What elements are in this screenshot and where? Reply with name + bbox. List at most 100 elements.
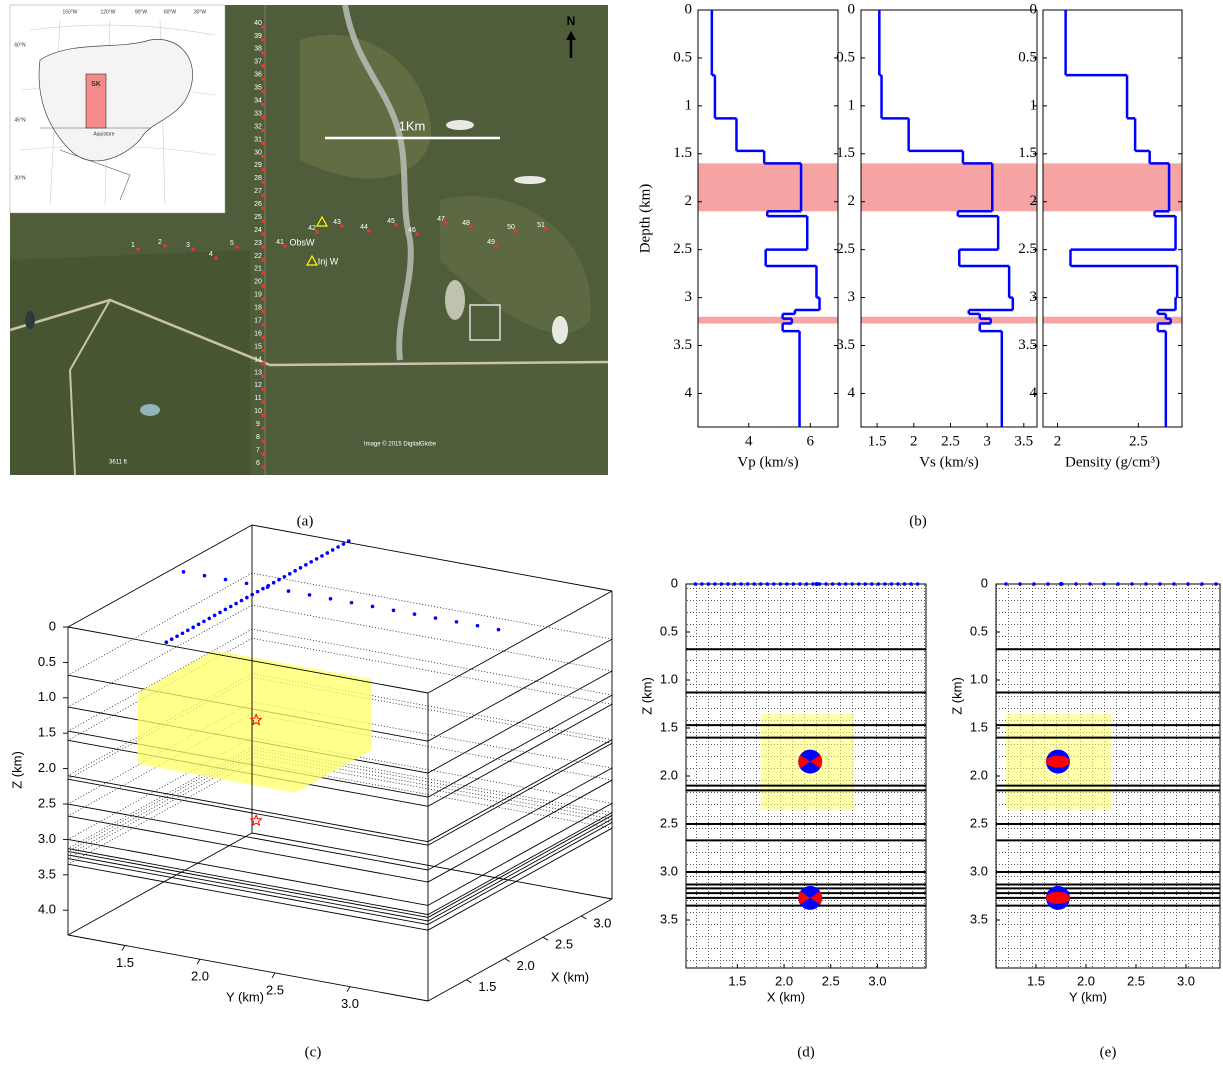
y-tick-label: 1.5 — [970, 719, 988, 734]
box-edge — [251, 832, 613, 900]
station-label: 6 — [256, 460, 260, 467]
station — [726, 582, 730, 586]
y-tick — [346, 986, 351, 992]
station-marker — [261, 374, 265, 379]
station-marker — [136, 247, 140, 251]
y-tick-label: 1.0 — [970, 671, 988, 686]
station-label: 39 — [254, 33, 262, 40]
x-tick-label: 2.0 — [1077, 973, 1095, 988]
station-marker — [444, 221, 448, 225]
y-tick-label: 2.0 — [970, 767, 988, 782]
station — [223, 577, 228, 582]
station — [843, 582, 848, 586]
station-marker — [261, 348, 265, 353]
interface-edge — [427, 694, 613, 798]
station-marker — [261, 387, 265, 392]
y-tick — [271, 972, 276, 979]
station-marker — [261, 452, 265, 456]
station-marker — [283, 244, 287, 248]
station-marker — [261, 465, 265, 469]
station — [433, 616, 438, 620]
station — [850, 582, 855, 586]
station — [325, 551, 330, 555]
interface-edge — [67, 761, 253, 865]
interface-edge — [67, 752, 253, 856]
station — [804, 582, 809, 586]
y-tick-label: 2.5 — [1018, 241, 1037, 257]
x-tick-label: 2.0 — [517, 958, 535, 973]
station-marker — [261, 413, 265, 418]
box-edge — [251, 524, 613, 592]
station-label: 2 — [158, 239, 162, 246]
x-axis-label: Density (g/cm³) — [1065, 454, 1160, 470]
z-tick-label: 0 — [49, 618, 56, 633]
y-tick-label: 3.5 — [660, 911, 678, 926]
station — [328, 596, 333, 601]
y-tick-label: 3.0 — [970, 863, 988, 878]
station — [293, 569, 297, 573]
station-label: 48 — [462, 220, 470, 227]
station-label: 38 — [254, 46, 262, 53]
inset-lon-label: 90°W — [135, 9, 148, 15]
station — [902, 582, 907, 586]
interface-edge — [427, 703, 613, 807]
y-tick-label: 0.5 — [673, 49, 692, 65]
station — [785, 582, 789, 586]
station-label: 35 — [254, 85, 262, 92]
station-label: 16 — [254, 330, 262, 337]
scale-label: 1Km — [399, 118, 426, 133]
station — [370, 604, 375, 609]
y-tick-label: 3 — [685, 289, 693, 305]
station — [896, 582, 900, 586]
interface-edge — [67, 775, 429, 843]
station — [719, 582, 724, 586]
station — [1158, 582, 1162, 586]
station — [186, 628, 190, 633]
y-tick-label: 2.5 — [970, 815, 988, 830]
station — [245, 595, 249, 600]
station — [830, 582, 835, 586]
station — [817, 582, 822, 586]
x-tick-label: 3.0 — [1177, 973, 1195, 988]
station — [271, 580, 276, 585]
station — [228, 604, 233, 609]
station — [1088, 582, 1092, 586]
x-axis-label: X (km) — [551, 969, 589, 984]
x-tick-label: 2.5 — [555, 937, 573, 952]
station-marker — [261, 245, 265, 249]
station-label: 25 — [254, 214, 262, 221]
station — [1186, 582, 1190, 586]
station-marker — [261, 180, 265, 185]
interface-edge — [67, 848, 429, 916]
y-tick-label: 3.5 — [673, 337, 692, 353]
z-tick-label: 1.0 — [38, 689, 56, 704]
station — [745, 582, 750, 586]
station — [255, 589, 260, 594]
station-marker — [514, 229, 518, 233]
station — [1172, 582, 1176, 586]
station-label: 3 — [186, 242, 190, 249]
x-tick-label: 2 — [1054, 433, 1062, 449]
station-label: 47 — [437, 216, 445, 223]
station — [244, 581, 249, 586]
station — [883, 582, 887, 586]
station — [1130, 582, 1134, 586]
inset-lon-label: 150°W — [62, 9, 77, 15]
station-marker — [261, 64, 265, 68]
station-label: 23 — [254, 240, 262, 247]
station-label: 43 — [333, 219, 341, 226]
x-tick-label: 1.5 — [478, 979, 496, 994]
inj-well-label: Inj W — [318, 256, 339, 266]
station-label: 45 — [387, 218, 395, 225]
station-marker — [315, 230, 319, 234]
y-tick-label: 3 — [848, 289, 856, 305]
y-tick-label: 2.5 — [836, 241, 855, 257]
station — [1032, 582, 1036, 586]
station — [261, 586, 265, 591]
station-label: 22 — [254, 253, 262, 260]
station — [713, 582, 717, 586]
station — [412, 612, 417, 616]
interface-edge — [251, 737, 613, 804]
interface-edge — [67, 863, 429, 931]
site-label: Aquistore — [93, 131, 114, 137]
